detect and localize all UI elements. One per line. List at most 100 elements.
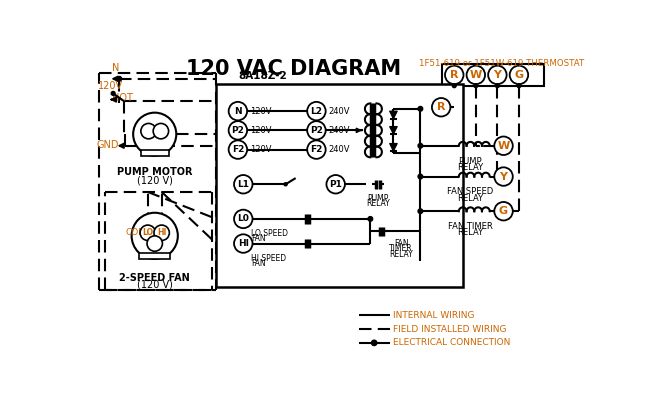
Circle shape — [494, 167, 513, 186]
Circle shape — [517, 84, 521, 88]
Text: ELECTRICAL CONNECTION: ELECTRICAL CONNECTION — [393, 339, 511, 347]
Circle shape — [147, 236, 162, 251]
Text: R: R — [437, 102, 446, 112]
Circle shape — [418, 143, 423, 148]
Text: G: G — [499, 206, 508, 216]
Text: R: R — [450, 70, 458, 80]
Bar — [216, 84, 463, 287]
Text: 240V: 240V — [329, 145, 350, 154]
Text: RELAY: RELAY — [389, 250, 413, 259]
Circle shape — [234, 210, 253, 228]
Polygon shape — [389, 127, 397, 134]
Circle shape — [368, 217, 373, 221]
Circle shape — [141, 124, 156, 139]
Text: HI: HI — [238, 239, 249, 248]
Circle shape — [228, 140, 247, 159]
Text: RELAY: RELAY — [458, 194, 484, 202]
Circle shape — [466, 66, 485, 84]
Text: 120 VAC DIAGRAM: 120 VAC DIAGRAM — [186, 59, 401, 79]
Text: F2: F2 — [310, 145, 323, 154]
Circle shape — [117, 76, 122, 81]
Text: FAN: FAN — [251, 234, 265, 243]
Text: N: N — [234, 106, 242, 116]
Text: INTERNAL WIRING: INTERNAL WIRING — [393, 310, 475, 320]
Circle shape — [452, 84, 456, 88]
Circle shape — [133, 113, 176, 156]
Text: 240V: 240V — [329, 126, 350, 135]
Text: HI SPEED: HI SPEED — [251, 253, 286, 263]
Circle shape — [445, 66, 464, 84]
Text: FAN TIMER: FAN TIMER — [448, 222, 493, 231]
Text: P2: P2 — [231, 126, 245, 135]
Circle shape — [131, 213, 178, 259]
Text: LO SPEED: LO SPEED — [251, 229, 288, 238]
Circle shape — [371, 340, 377, 346]
Circle shape — [228, 121, 247, 140]
Text: 120V: 120V — [98, 81, 123, 91]
Text: 120V: 120V — [250, 145, 272, 154]
Circle shape — [418, 209, 423, 214]
Circle shape — [418, 174, 423, 179]
Circle shape — [154, 225, 170, 241]
Text: Y: Y — [500, 171, 508, 181]
Text: HI: HI — [157, 228, 166, 237]
Circle shape — [228, 102, 247, 120]
Text: G: G — [515, 70, 523, 80]
Bar — [139, 253, 170, 259]
Text: 1F51-619 or 1F51W-619 THERMOSTAT: 1F51-619 or 1F51W-619 THERMOSTAT — [419, 59, 584, 68]
Circle shape — [111, 91, 115, 96]
Text: HOT: HOT — [113, 93, 133, 103]
Text: Y: Y — [493, 70, 501, 80]
Circle shape — [307, 140, 326, 159]
Text: F2: F2 — [232, 145, 244, 154]
Text: COM: COM — [125, 228, 147, 237]
Text: LO: LO — [142, 228, 153, 237]
Text: L0: L0 — [237, 215, 249, 223]
Bar — [442, 64, 543, 86]
Text: P1: P1 — [329, 180, 342, 189]
Circle shape — [307, 102, 326, 120]
Polygon shape — [389, 143, 397, 151]
Circle shape — [153, 124, 169, 139]
Text: 120V: 120V — [250, 126, 272, 135]
Text: (120 V): (120 V) — [137, 280, 173, 290]
Text: L2: L2 — [310, 106, 322, 116]
Text: L1: L1 — [237, 180, 249, 189]
Text: RELAY: RELAY — [458, 228, 484, 237]
Circle shape — [234, 234, 253, 253]
Circle shape — [326, 175, 345, 194]
Text: P2: P2 — [310, 126, 323, 135]
Text: 8A18Z-2: 8A18Z-2 — [238, 71, 287, 81]
Text: FAN: FAN — [394, 239, 409, 248]
Circle shape — [494, 137, 513, 155]
Text: (120 V): (120 V) — [137, 175, 173, 185]
Circle shape — [284, 183, 287, 186]
Bar — [141, 150, 169, 156]
Text: 240V: 240V — [329, 106, 350, 116]
Text: TIMER: TIMER — [389, 244, 413, 253]
Circle shape — [510, 66, 528, 84]
Circle shape — [474, 84, 478, 88]
Circle shape — [488, 66, 507, 84]
Text: N: N — [113, 63, 120, 73]
Circle shape — [494, 202, 513, 220]
Text: 2-SPEED FAN: 2-SPEED FAN — [119, 273, 190, 283]
Polygon shape — [389, 111, 397, 119]
Circle shape — [234, 175, 253, 194]
Text: RELAY: RELAY — [366, 199, 390, 208]
Circle shape — [432, 98, 450, 116]
Text: RELAY: RELAY — [458, 163, 484, 172]
Circle shape — [307, 121, 326, 140]
Text: GND: GND — [97, 140, 119, 150]
Circle shape — [418, 106, 423, 111]
Text: PUMP: PUMP — [367, 194, 389, 202]
Text: 120V: 120V — [250, 106, 272, 116]
Text: W: W — [497, 141, 510, 151]
Text: W: W — [470, 70, 482, 80]
Text: FIELD INSTALLED WIRING: FIELD INSTALLED WIRING — [393, 325, 507, 334]
Text: FAN SPEED: FAN SPEED — [448, 187, 494, 197]
Text: FAN: FAN — [251, 259, 265, 268]
Text: PUMP MOTOR: PUMP MOTOR — [117, 166, 192, 176]
Circle shape — [495, 84, 499, 88]
Text: PUMP: PUMP — [458, 157, 482, 166]
